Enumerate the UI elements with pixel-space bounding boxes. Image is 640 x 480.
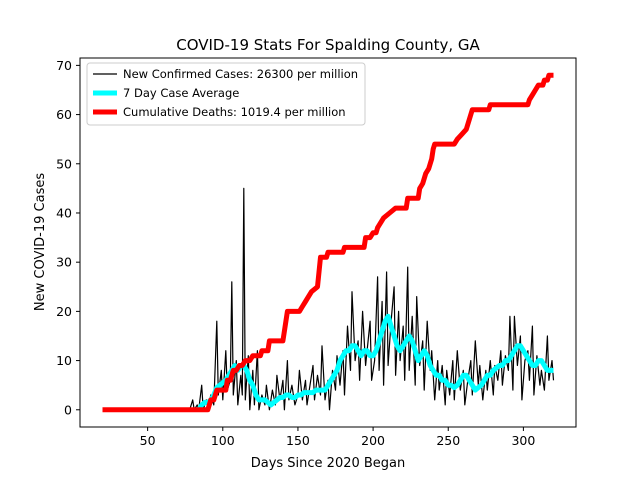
y-tick-label: 20 xyxy=(56,304,72,319)
plot-frame xyxy=(79,57,577,428)
x-tick-label: 200 xyxy=(361,433,385,448)
y-axis: 0 10 20 30 40 50 60 70 xyxy=(56,58,80,417)
legend-box xyxy=(86,62,366,126)
legend-label-new-cases: New Confirmed Cases: 26300 per million xyxy=(123,67,358,81)
y-tick-label: 40 xyxy=(56,205,72,220)
legend-label-cumulative-deaths: Cumulative Deaths: 1019.4 per million xyxy=(123,105,346,119)
x-axis: 50 100 150 200 250 300 xyxy=(140,427,535,448)
x-axis-label: Days Since 2020 Began xyxy=(251,456,406,471)
x-tick-label: 300 xyxy=(511,433,535,448)
chart-title: COVID-19 Stats For Spalding County, GA xyxy=(176,36,480,54)
y-axis-label: New COVID-19 Cases xyxy=(33,173,48,311)
series-cumulative-deaths-line xyxy=(102,72,554,413)
y-tick-label: 50 xyxy=(56,156,72,171)
legend-label-7day-average: 7 Day Case Average xyxy=(123,86,239,100)
x-tick-label: 100 xyxy=(211,433,235,448)
series-new-cases-line xyxy=(102,187,555,411)
x-tick-label: 250 xyxy=(436,433,460,448)
y-tick-label: 70 xyxy=(56,58,72,73)
series-layer xyxy=(102,72,555,413)
series-7day-average-line xyxy=(196,313,554,412)
x-tick-label: 50 xyxy=(140,433,156,448)
y-tick-label: 60 xyxy=(56,107,72,122)
y-tick-label: 30 xyxy=(56,255,72,270)
x-tick-label: 150 xyxy=(286,433,310,448)
legend: New Confirmed Cases: 26300 per million 7… xyxy=(86,62,366,126)
y-tick-label: 0 xyxy=(64,402,72,417)
y-tick-label: 10 xyxy=(56,353,72,368)
plot-area xyxy=(102,72,555,413)
